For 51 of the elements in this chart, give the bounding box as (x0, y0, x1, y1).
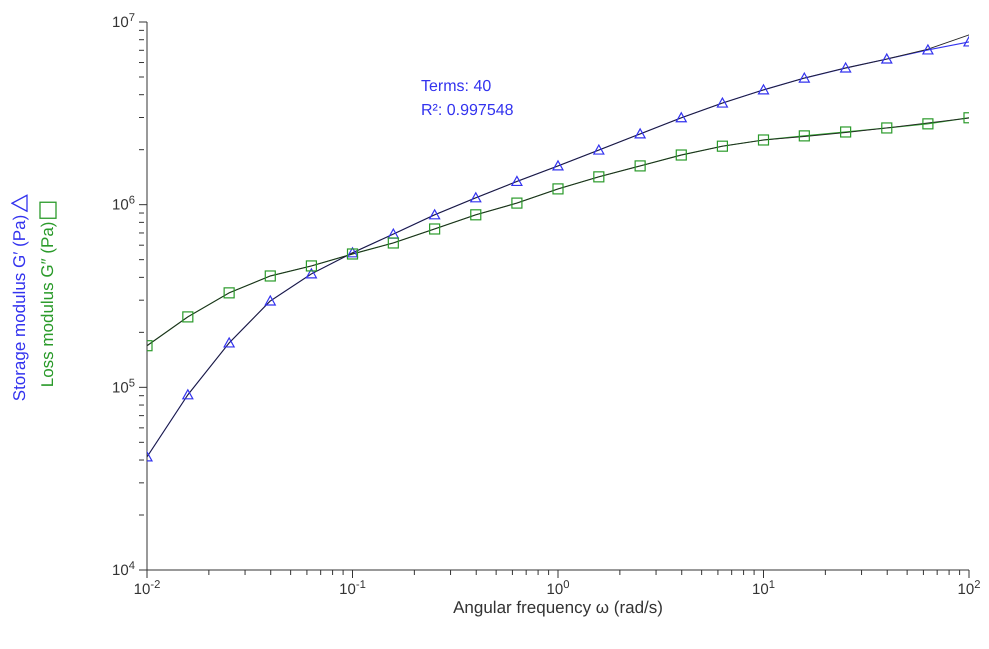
y-tick-label: 10$^{7}$ (112, 12, 135, 31)
point (881, 122, 892, 134)
point (511, 176, 523, 186)
point (511, 197, 523, 209)
annotation: Terms: 40 (421, 78, 492, 96)
x-axis-title: Angular frequency ω (rad/s) (452, 598, 664, 618)
point (758, 134, 770, 146)
point (840, 62, 852, 73)
y-tick-label: 10$^{4}$ (112, 560, 135, 579)
point (224, 287, 235, 298)
y-tick-label: 10$^{6}$ (112, 194, 135, 214)
point (264, 295, 276, 306)
point (798, 130, 810, 142)
legend-label: Storage modulus G′ (Pa) (10, 214, 30, 402)
y-tick-label: 10$^{5}$ (112, 377, 135, 396)
point (881, 53, 892, 64)
point (552, 160, 564, 171)
point (758, 84, 770, 94)
point (840, 126, 852, 138)
point (798, 72, 810, 83)
point (264, 270, 276, 282)
point (346, 248, 358, 260)
point (306, 260, 318, 272)
point (388, 237, 399, 249)
point (470, 192, 482, 202)
point (593, 171, 604, 182)
point (429, 209, 440, 220)
point (634, 128, 646, 139)
point (306, 268, 318, 278)
point (716, 140, 728, 152)
point (182, 389, 194, 400)
point (429, 223, 440, 235)
point (346, 247, 358, 258)
point (470, 209, 482, 220)
point (922, 118, 934, 130)
point (224, 337, 235, 348)
x-tick-label: 10$^{0}$ (546, 579, 570, 598)
point (552, 183, 564, 194)
annotation: R²: 0.997548 (421, 102, 514, 120)
x-tick-label: 10$^{-2}$ (134, 579, 160, 598)
x-tick-label: 10$^{-1}$ (339, 579, 366, 598)
point (182, 311, 194, 322)
point (716, 97, 728, 108)
point (634, 160, 646, 172)
x-tick-label: 10$^{2}$ (958, 579, 980, 598)
point (676, 149, 687, 161)
x-tick-label: 10$^{1}$ (752, 579, 775, 598)
point (922, 44, 934, 55)
point (676, 112, 687, 122)
legend-label: Loss modulus G″ (Pa) (38, 222, 58, 388)
point (593, 144, 604, 155)
